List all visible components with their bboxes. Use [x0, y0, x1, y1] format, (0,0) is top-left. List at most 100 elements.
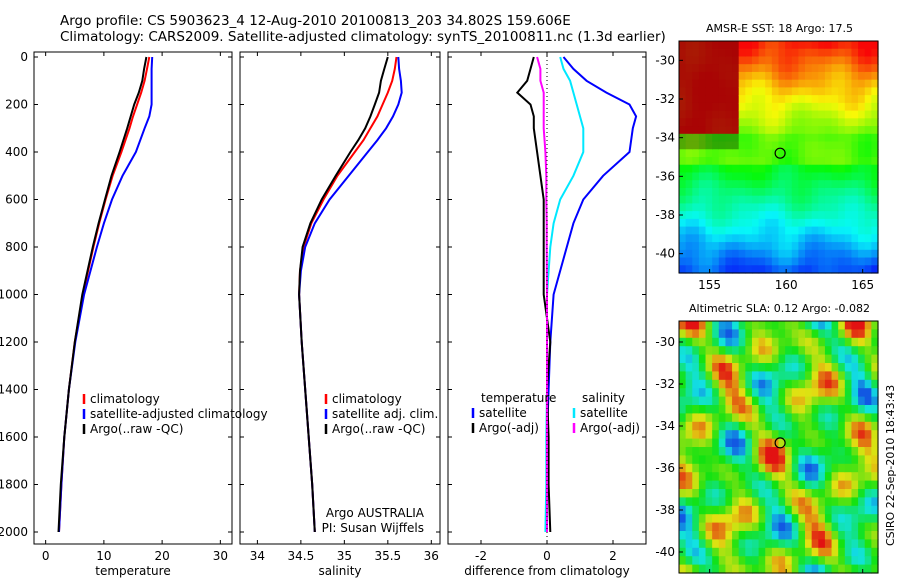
map-cell	[785, 95, 793, 104]
map-cell	[818, 126, 826, 135]
map-cell	[838, 379, 846, 389]
map-x-tick-label: 155	[698, 578, 721, 580]
map-cell	[851, 41, 859, 50]
map-cell	[778, 329, 786, 339]
map-cell	[871, 539, 879, 549]
map-cell	[771, 226, 780, 235]
map-cell	[692, 531, 700, 540]
map-cell	[785, 56, 793, 65]
map-cell	[864, 79, 872, 88]
map-cell	[838, 497, 846, 507]
map-cell	[811, 249, 819, 259]
map-cell	[712, 337, 720, 347]
map-cell	[824, 421, 833, 431]
map-cell	[745, 195, 753, 204]
map-cell	[738, 346, 746, 356]
map-cell	[818, 396, 826, 406]
map-cell	[725, 547, 733, 557]
map-cell	[771, 455, 780, 465]
map-cell	[858, 141, 866, 150]
map-cell	[685, 539, 693, 549]
map-cell	[698, 497, 707, 507]
map-cell	[685, 226, 693, 235]
map-cell	[751, 455, 760, 465]
map-cell	[705, 79, 713, 88]
map-cell	[732, 354, 740, 364]
map-cell	[692, 211, 700, 220]
map-cell	[745, 421, 753, 431]
map-cell	[732, 405, 740, 414]
map-cell	[785, 64, 793, 73]
map-cell	[818, 265, 826, 274]
map-cell	[751, 489, 760, 498]
map-cell	[679, 41, 687, 50]
map-cell	[685, 41, 693, 50]
map-cell	[758, 203, 766, 212]
map-cell	[778, 337, 786, 347]
map-cell	[679, 539, 687, 549]
map-cell	[751, 95, 760, 104]
map-cell	[692, 180, 700, 189]
map-cell	[791, 133, 799, 143]
map-cell	[705, 497, 713, 507]
map-cell	[745, 447, 753, 456]
map-cell	[732, 172, 740, 181]
map-cell	[844, 110, 853, 119]
map-cell	[771, 531, 780, 540]
map-cell	[698, 234, 707, 243]
map-cell	[745, 234, 753, 243]
map-cell	[712, 472, 720, 482]
map-cell	[778, 187, 786, 197]
map-cell	[758, 329, 766, 339]
map-cell	[698, 396, 707, 406]
map-cell	[811, 463, 819, 473]
map-cell	[738, 265, 746, 274]
map-cell	[679, 164, 687, 174]
map-cell	[698, 164, 707, 174]
map-cell	[765, 56, 773, 65]
map-cell	[831, 371, 839, 381]
map-cell	[765, 363, 773, 372]
map-cell	[778, 172, 786, 181]
map-cell	[785, 539, 793, 549]
map-cell	[698, 218, 707, 228]
map-cell	[805, 388, 813, 398]
map-cell	[698, 226, 707, 235]
map-cell	[871, 430, 879, 440]
map-cell	[838, 413, 846, 423]
map-cell	[824, 118, 833, 127]
map-cell	[844, 79, 853, 88]
map-cell	[844, 64, 853, 73]
map-cell	[738, 489, 746, 498]
map-cell	[798, 133, 806, 143]
map-cell	[818, 505, 826, 515]
map-cell	[798, 396, 806, 406]
argo-location-marker	[774, 147, 786, 159]
map-cell	[765, 41, 773, 50]
map-cell	[805, 64, 813, 73]
map-cell	[698, 421, 707, 431]
map-cell	[758, 547, 766, 557]
map-cell	[751, 41, 760, 50]
map-cell	[785, 455, 793, 465]
map-cell	[871, 95, 879, 104]
map-cell	[692, 118, 700, 127]
map-cell	[844, 396, 853, 406]
map-cell	[805, 329, 813, 339]
map-cell	[725, 396, 733, 406]
map-cell	[824, 48, 833, 58]
map-cell	[831, 455, 839, 465]
map-cell	[864, 265, 872, 274]
map-cell	[732, 531, 740, 540]
map-cell	[738, 172, 746, 181]
map-cell	[718, 547, 727, 557]
map-cell	[718, 447, 727, 456]
map-cell	[811, 564, 819, 574]
map-cell	[831, 126, 839, 135]
map-cell	[738, 110, 746, 119]
map-cell	[811, 447, 819, 456]
map-cell	[831, 110, 839, 119]
map-cell	[712, 463, 720, 473]
map-cell	[785, 480, 793, 490]
map-cell	[858, 226, 866, 235]
